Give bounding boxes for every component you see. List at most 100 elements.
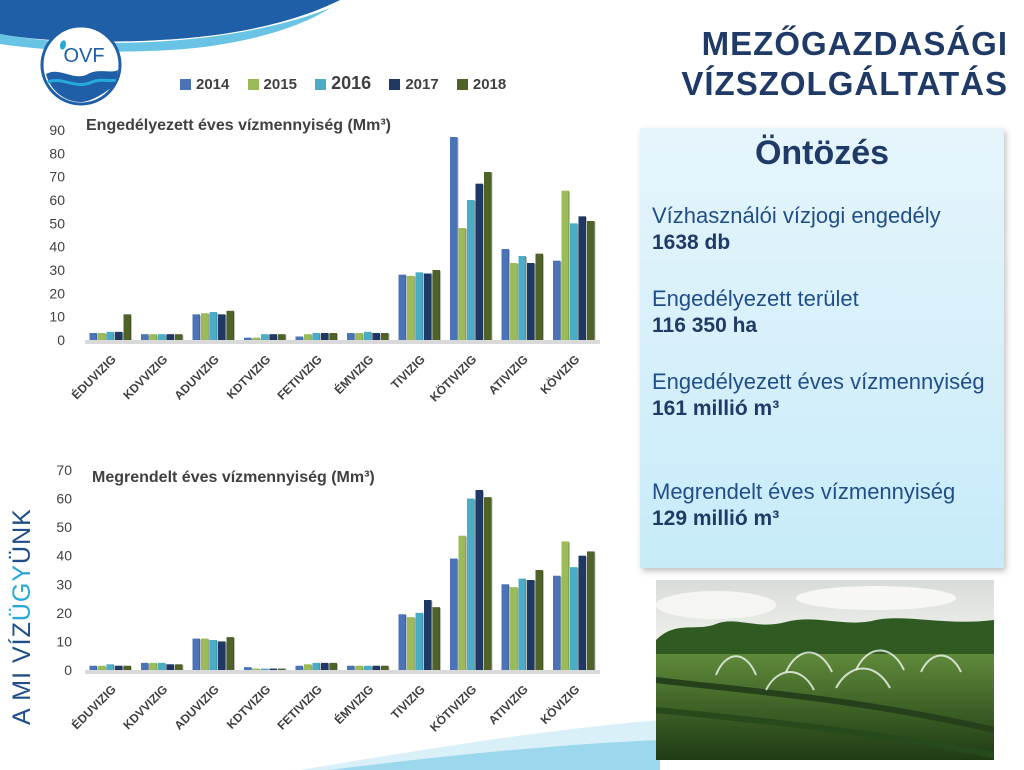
bar — [535, 253, 543, 340]
legend-item-2014: 2014 — [180, 76, 229, 93]
bar — [261, 334, 269, 340]
bar-shade — [465, 536, 467, 670]
bar-shade — [96, 666, 98, 670]
bar-shade — [336, 334, 338, 340]
bar-shade — [199, 315, 201, 340]
y-tick-label: 70 — [56, 462, 72, 478]
bar-shade — [122, 332, 124, 340]
bar-shade — [156, 335, 158, 340]
x-category-label: TIVIZIG — [388, 682, 428, 722]
bar — [510, 263, 518, 340]
chart-floor — [85, 670, 600, 674]
bar — [355, 333, 363, 340]
bar-shade — [328, 663, 330, 670]
bar-shade — [182, 665, 184, 670]
bar-shade — [225, 315, 227, 340]
bar-shade — [251, 338, 253, 340]
bar-shade — [371, 666, 373, 670]
bar-shade — [233, 311, 235, 340]
bar-shade — [491, 173, 493, 340]
legend-label: 2018 — [472, 76, 507, 93]
bar-shade — [165, 335, 167, 340]
y-tick-label: 0 — [57, 332, 65, 348]
bar — [141, 334, 149, 340]
bar — [158, 334, 166, 340]
bar-shade — [439, 608, 441, 670]
x-category-label: KDTVIZIG — [224, 682, 273, 731]
info-item: Vízhasználói vízjogi engedély 1638 db — [652, 202, 998, 256]
bar-shade — [259, 338, 261, 340]
bar-shade — [379, 334, 381, 340]
bar-shade — [474, 201, 476, 340]
bar — [106, 664, 114, 670]
bar-shade — [302, 666, 304, 670]
y-tick-label: 20 — [56, 605, 72, 621]
legend-item-2018: 2018 — [456, 76, 507, 93]
bar-shade — [534, 264, 536, 340]
y-tick-label: 60 — [49, 192, 65, 208]
bar-shade — [165, 663, 167, 670]
bar-shade — [311, 665, 313, 670]
bar-shade — [405, 275, 407, 340]
bar — [570, 223, 578, 340]
x-category-label: KÖVIZIG — [537, 682, 582, 727]
bar — [424, 600, 432, 670]
bar — [312, 662, 320, 670]
x-category-label: ÉDUVIZIG — [68, 352, 119, 403]
bar — [261, 668, 269, 670]
legend-label: 2014 — [196, 76, 230, 93]
info-label: Vízhasználói vízjogi engedély — [652, 203, 941, 228]
bar-shade — [542, 254, 544, 340]
bar — [407, 275, 415, 340]
bar — [141, 662, 149, 670]
bar-shade — [148, 663, 150, 670]
bar-shade — [311, 335, 313, 340]
bar-shade — [560, 261, 562, 340]
bar — [252, 668, 260, 670]
bar — [304, 664, 312, 670]
bar-shade — [422, 613, 424, 670]
bar — [166, 334, 174, 340]
bar — [295, 336, 303, 340]
bar — [347, 333, 355, 340]
y-tick-label: 40 — [49, 239, 65, 255]
bar-shade — [225, 642, 227, 670]
bar — [424, 273, 432, 340]
x-category-label: ÉMVIZIG — [331, 682, 376, 727]
info-label: Megrendelt éves vízmennyiség — [652, 479, 956, 504]
bar — [201, 313, 209, 340]
info-heading: Öntözés — [754, 134, 890, 172]
bar-shade — [508, 250, 510, 340]
bar — [450, 137, 458, 340]
bar-shade — [354, 666, 356, 670]
bar-shade — [285, 335, 287, 340]
bar-shade — [276, 335, 278, 340]
bar — [501, 584, 509, 670]
bar — [252, 337, 260, 340]
bar — [98, 333, 106, 340]
x-category-label: KDVVIZIG — [120, 682, 170, 732]
bar-shade — [517, 264, 519, 340]
x-category-label: ATIVIZIG — [486, 352, 531, 397]
bar-shade — [379, 666, 381, 670]
bar — [123, 314, 131, 340]
bar-shade — [414, 618, 416, 670]
x-category-label: ATIVIZIG — [486, 682, 531, 727]
bar — [587, 221, 595, 340]
bar — [175, 334, 183, 340]
bar — [175, 664, 183, 670]
info-item: Engedélyezett terület 116 350 ha — [652, 285, 998, 339]
bar — [347, 665, 355, 670]
x-category-label: KDVVIZIG — [120, 352, 170, 402]
bar-shade — [594, 222, 596, 340]
x-category-label: ADUVIZIG — [171, 352, 221, 402]
x-category-label: ÉMVIZIG — [331, 352, 376, 397]
bar — [89, 333, 97, 340]
bar-shade — [474, 499, 476, 670]
bar-shade — [388, 666, 390, 670]
legend-swatch-2016 — [315, 79, 327, 90]
bar-shade — [577, 224, 579, 340]
bar-shade — [542, 571, 544, 670]
page-title: MEZŐGAZDASÁGI VÍZSZOLGÁLTATÁS — [681, 24, 1008, 104]
bar — [484, 497, 492, 670]
